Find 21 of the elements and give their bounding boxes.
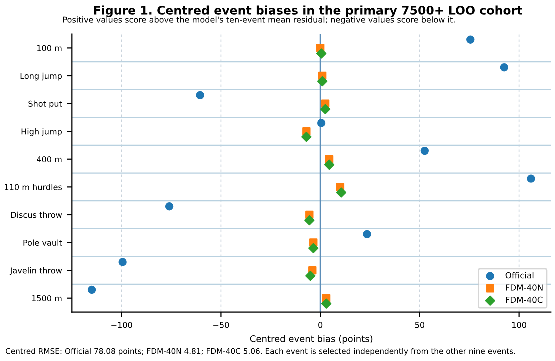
- x-axis-title: Centred event bias (points): [250, 335, 373, 344]
- y-tick-label: 1500 m: [32, 295, 62, 302]
- x-tick-label: −100: [112, 322, 132, 328]
- y-tick-label: Shot put: [28, 100, 62, 109]
- x-tick-label: −50: [214, 322, 230, 328]
- y-tick-label: 110 m hurdles: [5, 184, 62, 190]
- x-tick-label: 50: [415, 322, 425, 328]
- y-tick-label: 400 m: [37, 156, 62, 163]
- y-tick-label: Discus throw: [11, 212, 62, 218]
- y-tick-label: Long jump: [20, 72, 62, 81]
- legend-label: FDM-40N: [506, 284, 543, 291]
- chart-subtitle: Positive values score above the model's ten-event mean residual; negative values score below it.: [64, 16, 455, 24]
- y-tick-label: Javelin throw: [10, 268, 62, 276]
- y-tick-label: Pole vault: [24, 240, 62, 246]
- x-tick-label: 100: [512, 322, 526, 328]
- legend-label: FDM-40C: [506, 296, 543, 304]
- x-tick-label: 0: [318, 322, 323, 328]
- legend-label: Official: [506, 272, 534, 279]
- y-tick-label: High jump: [22, 128, 62, 136]
- y-tick-label: 100 m: [38, 45, 62, 52]
- chart-title: Figure 1. Centred event biases in the primary 7500+ LOO cohort: [94, 6, 522, 18]
